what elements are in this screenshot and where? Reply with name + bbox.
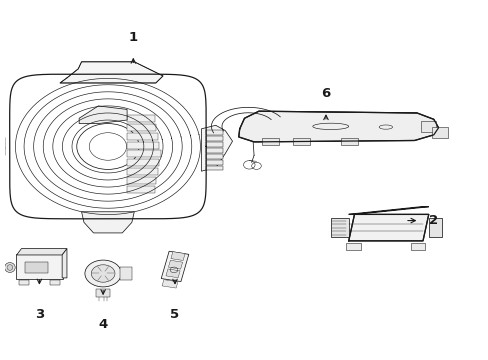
Bar (165, 269, 180, 278)
Ellipse shape (7, 265, 13, 270)
FancyBboxPatch shape (127, 168, 158, 175)
Bar (168, 260, 182, 269)
FancyBboxPatch shape (341, 138, 357, 145)
Polygon shape (81, 212, 134, 233)
FancyBboxPatch shape (420, 121, 435, 132)
Bar (206, 166, 223, 171)
FancyBboxPatch shape (127, 141, 159, 149)
Polygon shape (0, 138, 5, 157)
Bar (206, 159, 223, 165)
Ellipse shape (5, 262, 15, 273)
FancyBboxPatch shape (127, 186, 155, 193)
Circle shape (91, 265, 115, 282)
Text: 5: 5 (170, 308, 179, 321)
Bar (410, 243, 425, 250)
Text: 6: 6 (321, 87, 330, 100)
Bar (19, 280, 29, 285)
FancyBboxPatch shape (127, 115, 155, 122)
FancyBboxPatch shape (262, 138, 278, 145)
FancyBboxPatch shape (127, 124, 156, 131)
Bar (50, 280, 60, 285)
Text: 4: 4 (98, 318, 107, 331)
FancyBboxPatch shape (127, 133, 158, 140)
FancyBboxPatch shape (127, 159, 159, 166)
FancyBboxPatch shape (161, 251, 188, 282)
FancyBboxPatch shape (16, 254, 63, 279)
Polygon shape (330, 218, 348, 237)
Bar (206, 130, 223, 135)
Bar (206, 142, 223, 147)
Polygon shape (60, 62, 163, 83)
FancyBboxPatch shape (431, 127, 447, 138)
Bar (206, 154, 223, 159)
Polygon shape (238, 111, 438, 142)
Polygon shape (79, 106, 127, 123)
Bar (206, 136, 223, 141)
Text: 1: 1 (128, 31, 138, 44)
FancyBboxPatch shape (127, 177, 156, 184)
Polygon shape (17, 249, 67, 255)
Bar (96, 289, 110, 297)
Bar (162, 280, 178, 288)
FancyBboxPatch shape (127, 150, 160, 157)
Text: 2: 2 (428, 214, 437, 227)
FancyBboxPatch shape (293, 138, 309, 145)
Text: 3: 3 (35, 308, 44, 321)
Bar (25, 262, 48, 273)
Bar (171, 252, 185, 261)
Bar (206, 148, 223, 153)
Polygon shape (348, 207, 428, 215)
Bar (346, 243, 360, 250)
Bar (428, 218, 441, 237)
Polygon shape (201, 125, 232, 171)
Bar (120, 267, 132, 280)
Circle shape (85, 260, 121, 287)
Polygon shape (348, 215, 428, 241)
Polygon shape (62, 249, 67, 278)
